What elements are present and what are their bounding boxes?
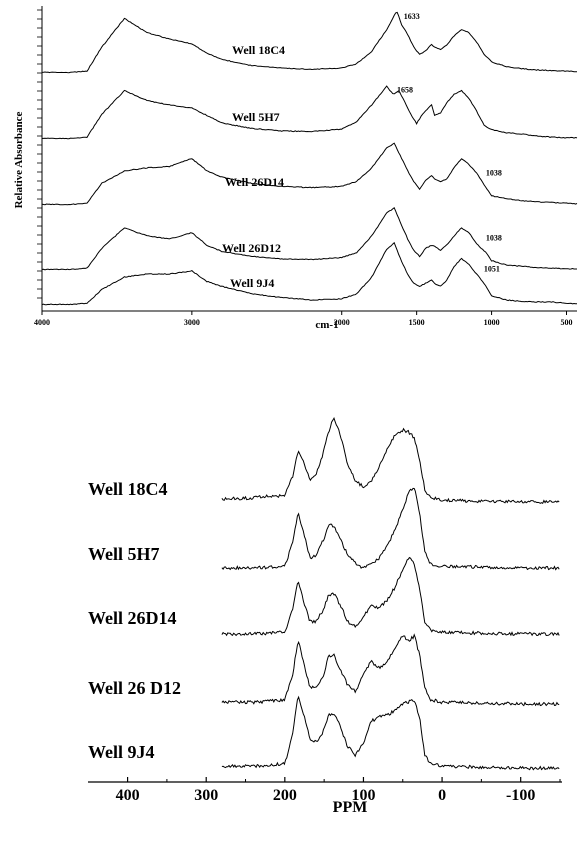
nmr-series-group: Well 18C4 Well 5H7 Well 26D14 Well 26 D12 We… <box>88 418 559 769</box>
nmr-series-label: Well 5H7 <box>88 544 160 564</box>
nmr-x-tick-label: -100 <box>506 787 535 804</box>
nmr-series-label: Well 18C4 <box>88 479 168 499</box>
nmr-x-tick-label: 200 <box>273 787 297 804</box>
ir-y-axis-ticks <box>37 10 42 298</box>
nmr-x-axis-label: PPM <box>333 799 368 816</box>
ir-peak-annotation: 1658 <box>397 85 413 94</box>
nmr-series-label: Well 26D14 <box>88 608 177 628</box>
ir-peak-annotation: 1038 <box>486 234 502 243</box>
ir-x-axis-label: cm-1 <box>315 319 338 331</box>
ir-x-tick-label: 1000 <box>484 318 500 327</box>
nmr-x-tick-label: 400 <box>116 787 140 804</box>
ir-series-label: Well 5H7 <box>232 110 280 124</box>
ir-series-line <box>42 243 577 305</box>
ir-x-tick-label: 500 <box>561 318 573 327</box>
ir-series-label: Well 26D12 <box>222 241 281 255</box>
nmr-x-tick-label: 300 <box>194 787 218 804</box>
ir-series-line <box>42 86 577 139</box>
nmr-series-line <box>222 418 559 503</box>
ir-y-axis-label: Relative Absorbance <box>13 111 25 208</box>
nmr-x-tick-label: 0 <box>438 787 446 804</box>
ir-peak-annotation: 1633 <box>404 12 420 21</box>
ir-x-tick-label: 3000 <box>184 318 200 327</box>
ir-series-label: Well 18C4 <box>232 43 285 57</box>
ir-series-label: Well 9J4 <box>230 276 274 290</box>
ir-x-axis-ticks: 4000 3000 2000 1500 1000 500 <box>34 311 573 327</box>
ir-series-label: Well 26D14 <box>225 175 284 189</box>
ir-peak-annotation: 1051 <box>484 264 500 273</box>
ir-x-tick-label: 1500 <box>409 318 425 327</box>
nmr-series-label: Well 9J4 <box>88 742 155 762</box>
nmr-series-label: Well 26 D12 <box>88 678 181 698</box>
nmr-series-line <box>222 697 559 770</box>
ir-peak-annotation: 1038 <box>486 169 502 178</box>
ir-x-tick-label: 4000 <box>34 318 50 327</box>
ir-series-line <box>42 12 577 72</box>
nmr-series-line <box>222 558 559 636</box>
nmr-series-line <box>222 635 559 706</box>
ir-series-group: Well 18C4 Well 5H7 Well 26D14 Well 26D12 Wel… <box>42 12 577 305</box>
